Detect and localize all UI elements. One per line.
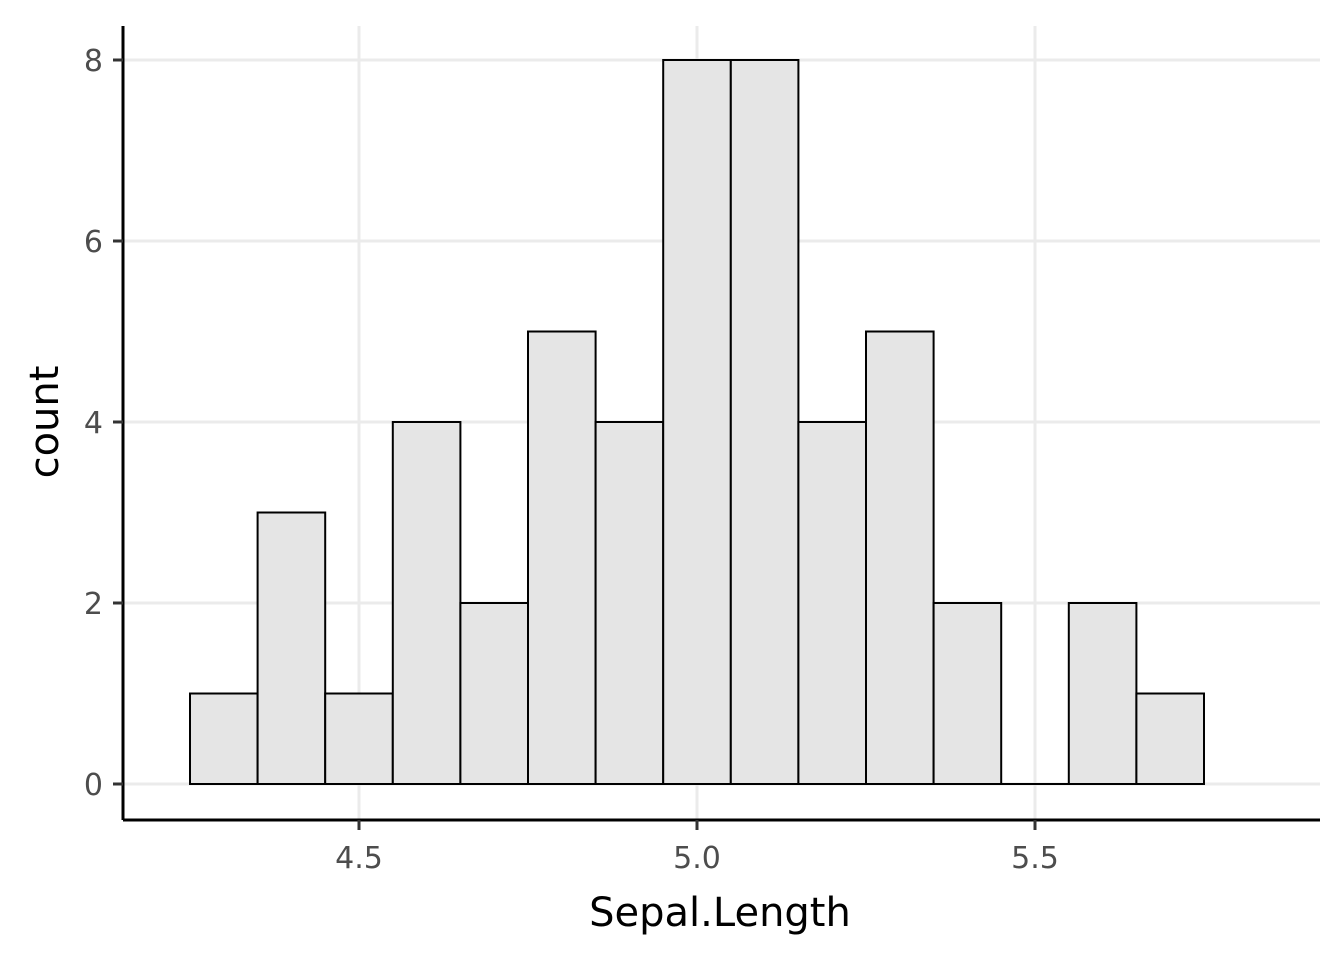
- histogram-bar: [797, 421, 868, 785]
- histogram-bar: [391, 421, 462, 785]
- y-tick-label: 6: [84, 225, 103, 260]
- histogram-bar: [324, 692, 394, 785]
- histogram-bar: [662, 59, 732, 785]
- histogram-bar: [189, 692, 259, 785]
- histogram-bar: [594, 421, 665, 785]
- y-tick-label: 4: [84, 406, 103, 441]
- y-axis-title: count: [22, 366, 68, 479]
- x-axis-title: Sepal.Length: [589, 890, 851, 936]
- y-tick-label: 0: [84, 768, 103, 803]
- axes-layer: [113, 26, 1320, 830]
- histogram-bar: [459, 602, 529, 785]
- histogram-bar: [1067, 602, 1138, 785]
- histogram-bar: [932, 602, 1003, 785]
- x-tick-label: 5.5: [1011, 841, 1059, 876]
- x-tick-label: 5.0: [673, 841, 721, 876]
- histogram-bar: [865, 330, 935, 785]
- labels-layer: 0 2 4 6 8 4.5 5.0 5.5: [84, 44, 1059, 876]
- histogram-bar: [527, 330, 597, 785]
- x-tick-label: 4.5: [335, 841, 383, 876]
- histogram-bar: [729, 59, 800, 785]
- y-tick-label: 8: [84, 44, 103, 79]
- histogram-bar: [1135, 692, 1206, 785]
- histogram-bar: [256, 511, 327, 785]
- bars-layer: [189, 59, 1206, 785]
- y-tick-label: 2: [84, 587, 103, 622]
